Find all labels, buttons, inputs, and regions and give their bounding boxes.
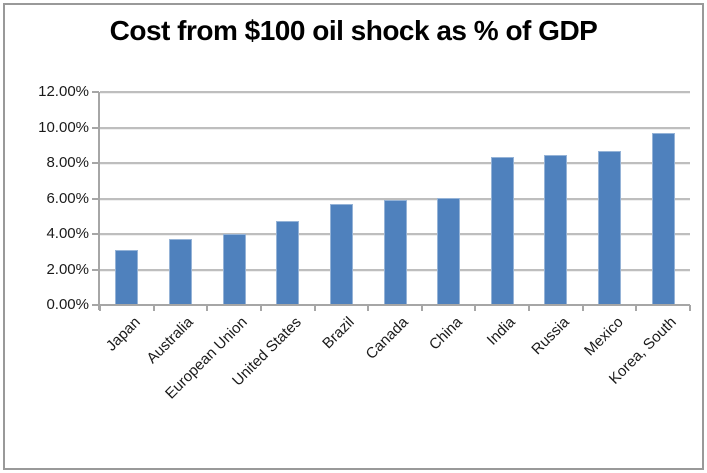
y-axis-label: 12.00% xyxy=(38,83,89,100)
y-axis-label: 2.00% xyxy=(46,260,89,278)
gridline xyxy=(100,162,690,164)
y-axis-tick xyxy=(92,91,99,93)
y-axis-label: 10.00% xyxy=(38,118,89,136)
x-axis-tick xyxy=(581,305,584,311)
y-axis-line xyxy=(98,92,100,310)
y-axis-tick xyxy=(92,304,99,306)
plot-area xyxy=(100,91,690,305)
gridline xyxy=(100,91,690,93)
y-axis-label: 8.00% xyxy=(46,154,89,171)
y-axis-label: 4.00% xyxy=(46,225,89,242)
x-axis-tick xyxy=(528,305,531,311)
bar xyxy=(168,239,192,305)
x-axis-tick xyxy=(313,305,316,311)
y-axis-tick xyxy=(92,197,99,200)
x-axis-tick xyxy=(152,305,155,311)
bar xyxy=(329,204,353,305)
x-axis-tick xyxy=(689,305,691,311)
x-axis-tick xyxy=(99,305,101,311)
bar xyxy=(544,155,568,305)
bar xyxy=(115,250,139,305)
bar xyxy=(651,133,675,305)
x-axis-tick xyxy=(635,305,638,311)
bar xyxy=(598,151,622,305)
bar xyxy=(222,234,246,305)
x-axis-tick xyxy=(206,305,209,311)
bar xyxy=(490,157,514,305)
y-axis-tick xyxy=(92,162,99,164)
chart-title: Cost from $100 oil shock as % of GDP xyxy=(109,15,598,46)
bar xyxy=(276,221,300,305)
y-axis-tick xyxy=(92,126,99,129)
y-axis-tick xyxy=(92,268,99,271)
x-axis-tick xyxy=(367,305,370,311)
y-axis-label: 6.00% xyxy=(46,189,89,207)
bar xyxy=(437,198,461,305)
x-axis-tick xyxy=(259,305,262,311)
y-axis-label: 0.00% xyxy=(46,296,89,313)
x-axis-tick xyxy=(420,305,423,311)
x-axis-line xyxy=(100,304,690,306)
gridline xyxy=(100,126,690,129)
bar xyxy=(383,200,407,305)
gridline xyxy=(100,197,690,200)
x-axis-tick xyxy=(474,305,477,311)
y-axis-tick xyxy=(92,233,99,235)
